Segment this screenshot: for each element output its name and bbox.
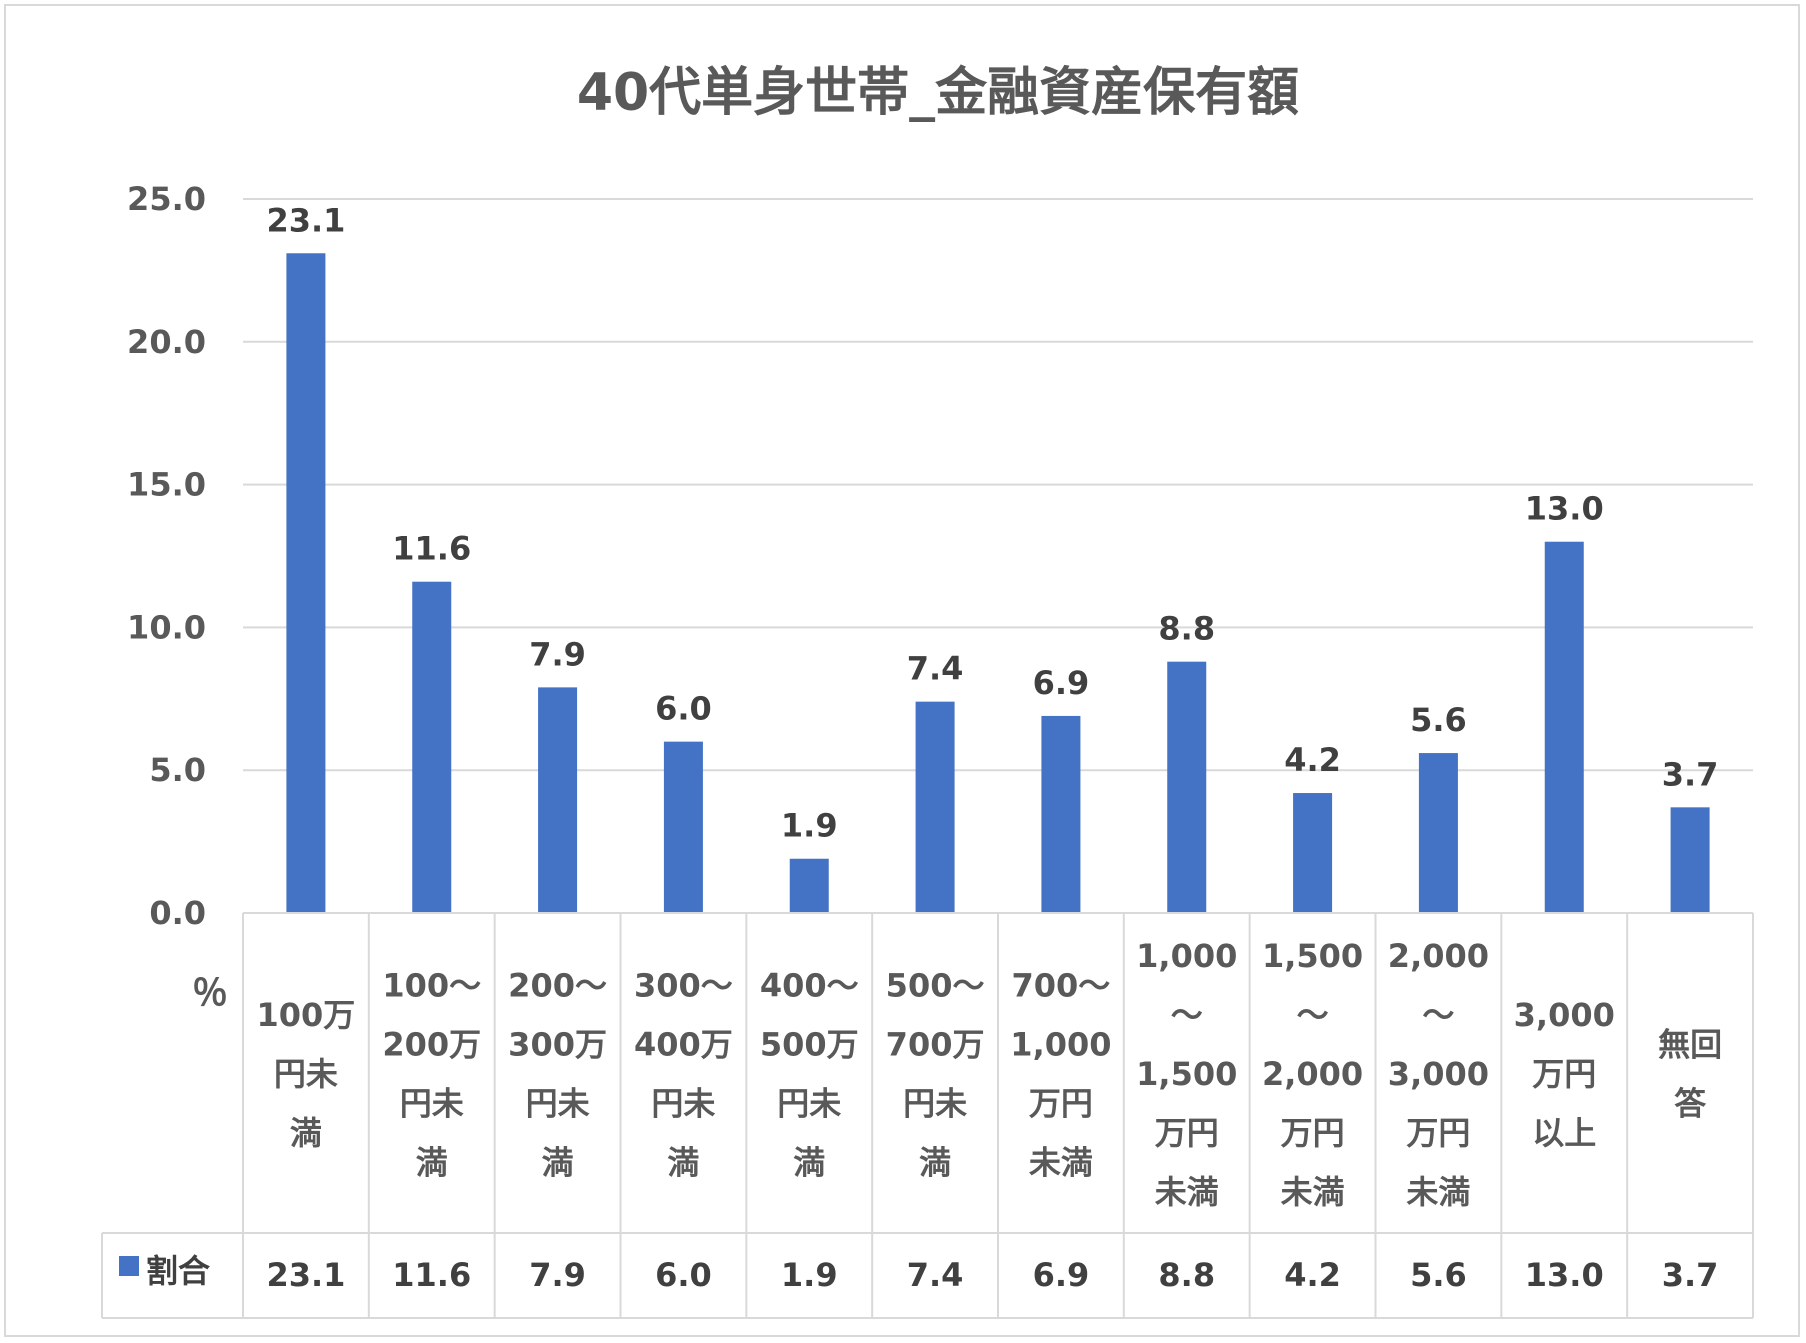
category-label: 400万 bbox=[634, 1026, 733, 1064]
data-label: 1.9 bbox=[781, 807, 838, 845]
bar bbox=[663, 741, 703, 913]
table-value: 7.4 bbox=[907, 1256, 964, 1294]
y-tick-label: 15.0 bbox=[127, 466, 206, 504]
table-value: 7.9 bbox=[529, 1256, 586, 1294]
table-value: 4.2 bbox=[1284, 1256, 1341, 1294]
bar bbox=[1670, 807, 1710, 913]
category-label: 答 bbox=[1674, 1085, 1707, 1123]
table-value: 11.6 bbox=[392, 1256, 471, 1294]
category-label: 円未 bbox=[400, 1085, 464, 1123]
data-labels: 23.1 11.6 7.9 6.0 1.9 7.4 6.9 8.8 4.2 5.6 13.0 3.7 bbox=[266, 201, 1718, 844]
table-value: 8.8 bbox=[1158, 1256, 1215, 1294]
category-label: 200～ bbox=[508, 967, 607, 1005]
category-label: 100万 bbox=[257, 996, 356, 1034]
category-label: 未満 bbox=[1029, 1144, 1093, 1182]
data-label: 8.8 bbox=[1158, 610, 1215, 648]
category-label: 1,000 bbox=[1136, 937, 1237, 975]
category-label: ～ bbox=[1171, 996, 1203, 1034]
category-label: 以上 bbox=[1532, 1114, 1596, 1152]
category-label: 円未 bbox=[651, 1085, 715, 1123]
bar bbox=[538, 687, 578, 913]
category-label: 3,000 bbox=[1514, 996, 1615, 1034]
category-label: ～ bbox=[1422, 996, 1454, 1034]
bar bbox=[789, 858, 829, 913]
bar bbox=[1418, 753, 1458, 913]
data-label: 23.1 bbox=[266, 201, 345, 239]
category-label: 300万 bbox=[508, 1026, 607, 1064]
category-label: 万円 bbox=[1406, 1114, 1470, 1152]
data-label: 4.2 bbox=[1284, 741, 1341, 779]
category-label: 満 bbox=[919, 1144, 951, 1182]
table-value: 5.6 bbox=[1410, 1256, 1467, 1294]
category-label: 未満 bbox=[1155, 1173, 1219, 1211]
category-label: 未満 bbox=[1281, 1173, 1345, 1211]
table-value: 6.0 bbox=[655, 1256, 712, 1294]
legend-series-name: 割合 bbox=[146, 1252, 210, 1290]
data-label: 7.4 bbox=[907, 650, 964, 688]
category-label: 満 bbox=[667, 1144, 699, 1182]
category-label: 2,000 bbox=[1388, 937, 1489, 975]
data-label: 7.9 bbox=[529, 635, 586, 673]
y-tick-label: 25.0 bbox=[127, 180, 206, 218]
category-label: 円未 bbox=[526, 1085, 590, 1123]
category-label: 700～ bbox=[1012, 967, 1111, 1005]
category-label: 500～ bbox=[886, 967, 985, 1005]
y-tick-label: 10.0 bbox=[127, 608, 206, 646]
table-value: 23.1 bbox=[266, 1256, 345, 1294]
category-label: 1,500 bbox=[1136, 1055, 1237, 1093]
y-axis-unit: ％ bbox=[192, 973, 228, 1014]
data-label: 6.9 bbox=[1033, 664, 1090, 702]
data-label: 13.0 bbox=[1525, 490, 1604, 528]
chart-title: 40代単身世帯_金融資産保有額 bbox=[577, 63, 1299, 123]
category-label: 万円 bbox=[1532, 1055, 1596, 1093]
category-label: 1,500 bbox=[1262, 937, 1363, 975]
category-label: 万円 bbox=[1281, 1114, 1345, 1152]
category-label: 満 bbox=[542, 1144, 574, 1182]
bar bbox=[1041, 715, 1081, 913]
data-label: 6.0 bbox=[655, 690, 712, 728]
data-label: 5.6 bbox=[1410, 701, 1467, 739]
category-label: 未満 bbox=[1406, 1173, 1470, 1211]
category-label: 100～ bbox=[382, 967, 481, 1005]
category-label: 満 bbox=[416, 1144, 448, 1182]
category-label: 万円 bbox=[1029, 1085, 1093, 1123]
table-value: 3.7 bbox=[1662, 1256, 1719, 1294]
data-label: 11.6 bbox=[392, 530, 471, 568]
category-label: 1,000 bbox=[1010, 1026, 1111, 1064]
table-value: 1.9 bbox=[781, 1256, 838, 1294]
bar bbox=[915, 701, 955, 913]
category-label: 3,000 bbox=[1388, 1055, 1489, 1093]
category-label: 2,000 bbox=[1262, 1055, 1363, 1093]
category-label: 400～ bbox=[760, 967, 859, 1005]
category-label: 満 bbox=[290, 1114, 322, 1152]
bar bbox=[1544, 541, 1584, 913]
bar bbox=[286, 253, 326, 913]
bar bbox=[1167, 661, 1207, 913]
bar bbox=[412, 581, 452, 913]
y-tick-label: 0.0 bbox=[149, 894, 206, 932]
category-label: 300～ bbox=[634, 967, 733, 1005]
category-label: 円未 bbox=[777, 1085, 841, 1123]
category-label: ～ bbox=[1297, 996, 1329, 1034]
category-label: 円未 bbox=[903, 1085, 967, 1123]
y-tick-label: 20.0 bbox=[127, 323, 206, 361]
y-tick-label: 5.0 bbox=[149, 751, 206, 789]
category-label: 円未 bbox=[274, 1055, 338, 1093]
category-label: 満 bbox=[793, 1144, 825, 1182]
data-label: 3.7 bbox=[1662, 755, 1719, 793]
bar bbox=[1293, 793, 1333, 913]
y-axis-ticks: 0.0 5.0 10.0 15.0 20.0 25.0 bbox=[127, 180, 206, 932]
table-value: 6.9 bbox=[1033, 1256, 1090, 1294]
category-label: 万円 bbox=[1155, 1114, 1219, 1152]
category-label: 500万 bbox=[760, 1026, 859, 1064]
category-label: 無回 bbox=[1658, 1026, 1722, 1064]
category-label: 700万 bbox=[886, 1026, 985, 1064]
bars bbox=[286, 253, 1710, 913]
gridlines bbox=[243, 198, 1753, 772]
category-label: 200万 bbox=[382, 1026, 481, 1064]
legend-swatch bbox=[119, 1256, 139, 1276]
table-value: 13.0 bbox=[1525, 1256, 1604, 1294]
